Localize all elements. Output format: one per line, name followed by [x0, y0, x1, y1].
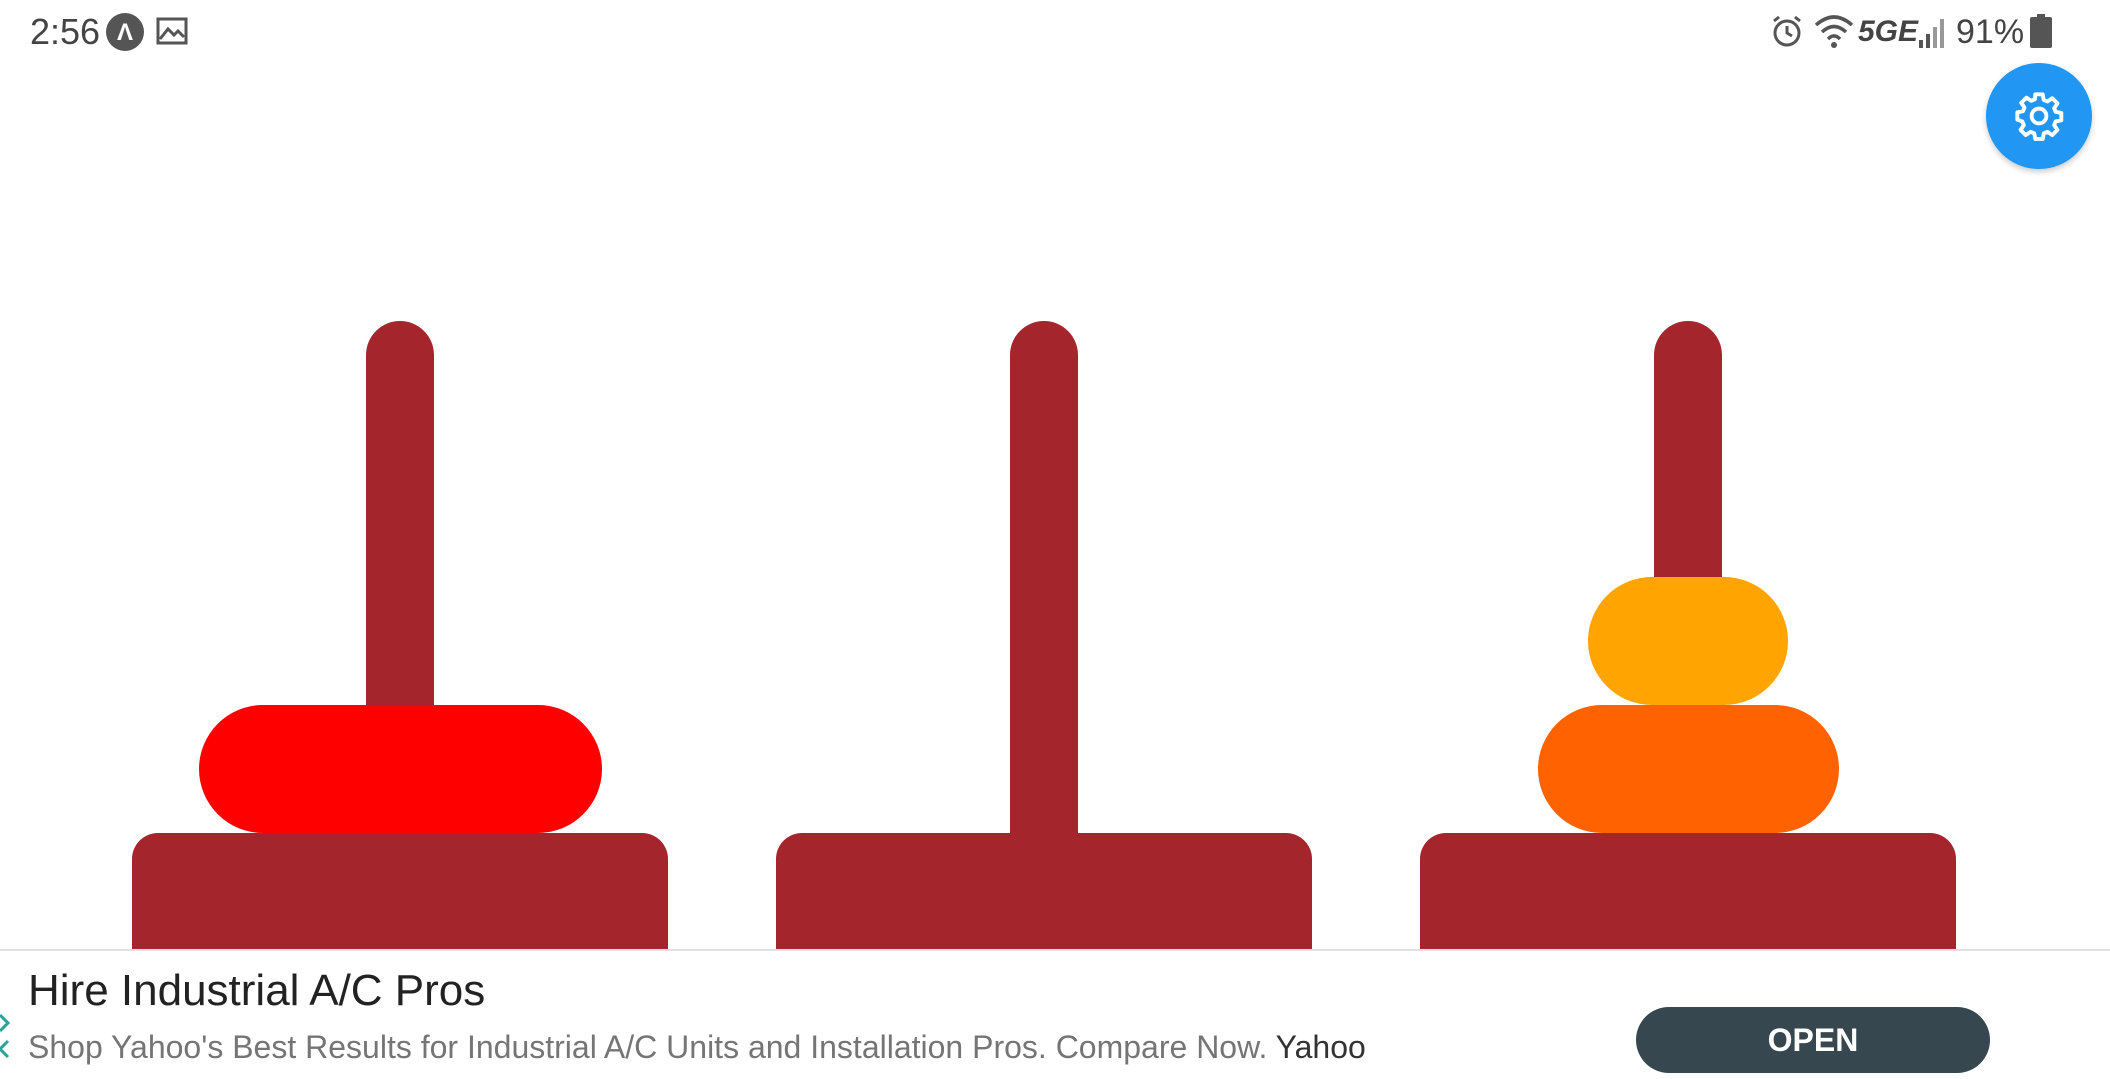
- gear-icon: [2015, 92, 2064, 141]
- ad-open-button[interactable]: OPEN: [1636, 1007, 1990, 1073]
- base-1[interactable]: [132, 833, 668, 953]
- battery-percent: 91%: [1956, 13, 2025, 51]
- ad-description: Shop Yahoo's Best Results for Industrial…: [28, 1027, 1366, 1067]
- wifi-icon: [1814, 15, 1854, 48]
- disk-large[interactable]: [199, 705, 602, 833]
- status-bar: 2:56 Λ 5GE 91%: [0, 0, 2110, 66]
- battery-icon: [2030, 14, 2052, 48]
- ad-description-text: Shop Yahoo's Best Results for Industrial…: [28, 1029, 1268, 1065]
- ad-choices-icon[interactable]: [0, 1007, 12, 1063]
- base-3[interactable]: [1420, 833, 1956, 953]
- status-time: 2:56: [30, 11, 101, 52]
- alarm-icon: [1773, 15, 1801, 47]
- peg-2[interactable]: [1010, 321, 1078, 836]
- ad-advertiser: Yahoo: [1275, 1029, 1366, 1065]
- app-notification-icon: Λ: [106, 13, 144, 51]
- ad-banner[interactable]: Hire Industrial A/C Pros Shop Yahoo's Be…: [0, 949, 2110, 1079]
- base-2[interactable]: [776, 833, 1312, 953]
- settings-button[interactable]: [1986, 63, 2092, 169]
- image-notification-icon: [156, 17, 188, 45]
- signal-icon: [1919, 19, 1944, 48]
- network-type: 5GE: [1858, 15, 1919, 48]
- disk-medium[interactable]: [1538, 705, 1839, 833]
- ad-title[interactable]: Hire Industrial A/C Pros: [28, 966, 486, 1015]
- disk-small[interactable]: [1588, 577, 1788, 705]
